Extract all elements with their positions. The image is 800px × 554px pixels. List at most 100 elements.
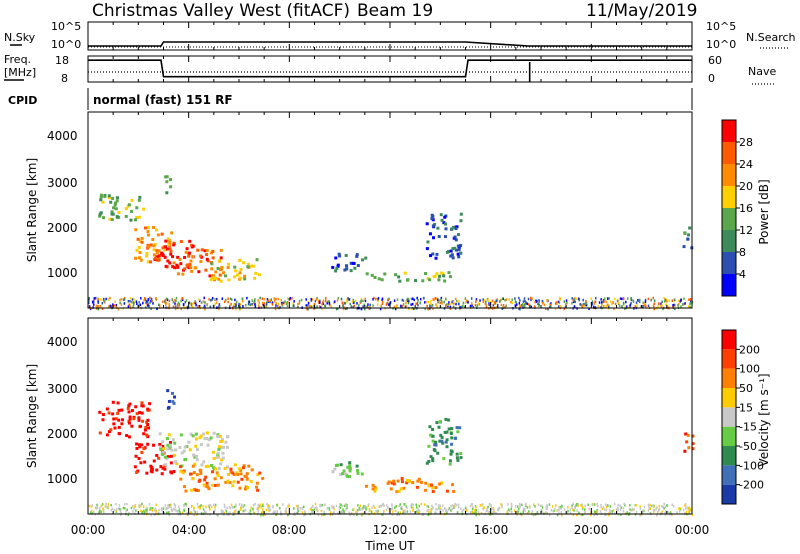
heatmap-cell (371, 487, 375, 491)
heatmap-cell (231, 484, 235, 488)
ground-scatter-cell (110, 508, 113, 512)
ground-scatter-cell (314, 502, 317, 506)
heatmap-cell (160, 232, 164, 236)
heatmap-cell (135, 446, 139, 450)
ground-scatter-cell (340, 503, 342, 507)
ground-scatter-cell (485, 306, 488, 309)
ground-scatter-cell (449, 307, 452, 310)
heatmap-cell (194, 488, 198, 492)
heatmap-cell (425, 247, 429, 251)
ground-scatter-cell (227, 297, 229, 301)
ground-scatter-cell (271, 303, 274, 306)
ground-scatter-cell (336, 307, 339, 310)
ground-scatter-cell (118, 507, 120, 510)
heatmap-cell (238, 271, 242, 275)
ground-scatter-cell (108, 305, 110, 308)
heatmap-cell (226, 479, 230, 483)
ground-scatter-cell (519, 307, 521, 311)
ground-scatter-cell (362, 505, 365, 508)
heatmap-cell (403, 271, 407, 275)
ground-scatter-cell (358, 506, 361, 510)
colorbar-segment (722, 426, 736, 446)
heatmap-cell (374, 487, 378, 491)
heatmap-cell (392, 482, 396, 486)
heatmap-cell (140, 401, 144, 405)
heatmap-cell (101, 418, 105, 422)
ground-scatter-cell (232, 511, 235, 515)
heatmap-cell (165, 437, 169, 441)
heatmap-cell (137, 418, 141, 422)
ground-scatter-cell (505, 298, 508, 301)
ground-scatter-cell (425, 300, 427, 304)
ground-scatter-cell (397, 511, 399, 514)
ground-scatter-cell (184, 300, 187, 304)
ground-scatter-cell (611, 510, 614, 513)
heatmap-cell (116, 411, 120, 415)
ground-scatter-cell (284, 300, 286, 303)
ground-scatter-cell (320, 513, 323, 517)
heatmap-cell (454, 238, 458, 242)
ground-scatter-cell (149, 301, 151, 305)
heatmap-cell (240, 477, 244, 481)
heatmap-cell (134, 256, 138, 260)
heatmap-cell (455, 452, 459, 456)
heatmap-cell (169, 454, 173, 458)
ground-scatter-cell (257, 299, 259, 302)
ground-scatter-cell (356, 508, 359, 512)
heatmap-cell (449, 249, 453, 253)
ground-scatter-cell (157, 511, 160, 515)
colorbar-segment (722, 274, 736, 296)
heatmap-cell (256, 473, 260, 477)
ground-scatter-cell (126, 508, 129, 511)
ground-scatter-cell (622, 506, 625, 510)
ground-scatter-cell (402, 509, 405, 513)
heatmap-cell (194, 432, 198, 436)
heatmap-cell (456, 252, 460, 256)
ground-scatter-cell (131, 300, 133, 304)
ground-scatter-cell (146, 300, 149, 303)
ground-scatter-cell (173, 502, 176, 506)
heatmap-cell (140, 240, 144, 244)
ground-scatter-cell (232, 304, 235, 308)
heatmap-cell (212, 456, 216, 460)
heatmap-cell (397, 489, 401, 493)
ground-scatter-cell (119, 301, 121, 305)
ground-scatter-cell (261, 504, 264, 507)
heatmap-cell (195, 473, 199, 477)
heatmap-cell (424, 272, 428, 276)
ground-scatter-cell (455, 503, 458, 507)
ground-scatter-cell (575, 502, 578, 506)
ground-scatter-cell (623, 307, 626, 310)
heatmap-cell (453, 235, 457, 239)
ground-scatter-cell (567, 506, 569, 509)
heatmap-cell (101, 216, 105, 220)
heatmap-cell (203, 478, 207, 482)
ground-scatter-cell (510, 510, 513, 514)
nsky-tick-top: 10^5 (51, 20, 81, 33)
heatmap-cell (185, 445, 189, 449)
heatmap-cell (185, 247, 189, 251)
ground-scatter-cell (177, 304, 179, 308)
ground-scatter-cell (664, 298, 666, 302)
ground-scatter-cell (276, 504, 278, 507)
ground-scatter-cell (513, 509, 516, 512)
ground-scatter-cell (496, 303, 499, 307)
colorbar-segment (722, 208, 736, 230)
ground-scatter-cell (199, 507, 201, 510)
ground-scatter-cell (649, 503, 651, 507)
ground-scatter-cell (563, 307, 566, 311)
heatmap-cell (162, 447, 166, 451)
ground-scatter-cell (243, 504, 246, 507)
power-ytick-2000: 2000 (47, 221, 78, 235)
time-tick-5: 20:00 (574, 523, 609, 537)
ground-scatter-cell (478, 303, 481, 306)
heatmap-cell (203, 437, 207, 441)
heatmap-cell (173, 441, 177, 445)
heatmap-cell (431, 459, 435, 463)
ground-scatter-cell (383, 504, 385, 507)
ground-scatter-cell (126, 502, 128, 506)
ground-scatter-cell (437, 298, 439, 301)
ground-scatter-cell (149, 508, 151, 512)
heatmap-cell (137, 215, 141, 219)
ground-scatter-cell (393, 305, 396, 309)
